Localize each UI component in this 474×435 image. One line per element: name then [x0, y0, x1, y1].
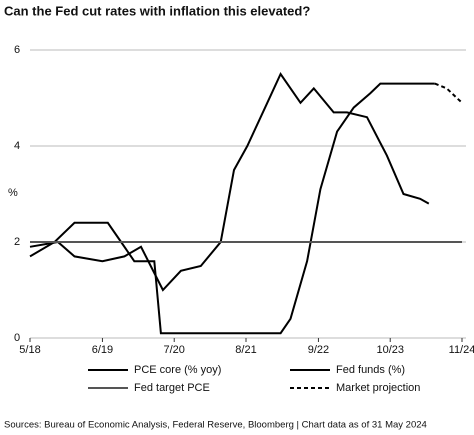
series-line	[29, 71, 430, 292]
series-line	[434, 82, 463, 104]
x-tick-label: 8/21	[235, 344, 256, 356]
y-tick-label: 4	[14, 140, 20, 152]
x-tick-label: 9/22	[308, 344, 329, 356]
legend-label: PCE core (% yoy)	[134, 364, 221, 376]
x-tick-label: 5/18	[19, 344, 40, 356]
y-axis-label: %	[8, 187, 18, 199]
x-tick-label: 11/24	[449, 344, 474, 356]
source-note: Sources: Bureau of Economic Analysis, Fe…	[4, 420, 427, 431]
x-tick-label: 6/19	[92, 344, 113, 356]
legend-label: Fed target PCE	[134, 382, 210, 394]
chart-title: Can the Fed cut rates with inflation thi…	[4, 3, 310, 18]
y-tick-label: 0	[14, 332, 20, 344]
y-tick-label: 6	[14, 44, 20, 56]
x-tick-label: 10/23	[376, 344, 404, 356]
y-tick-label: 2	[14, 236, 20, 248]
series-line	[29, 82, 435, 335]
legend-label: Fed funds (%)	[336, 364, 405, 376]
x-tick-label: 7/20	[164, 344, 185, 356]
legend-label: Market projection	[336, 382, 420, 394]
